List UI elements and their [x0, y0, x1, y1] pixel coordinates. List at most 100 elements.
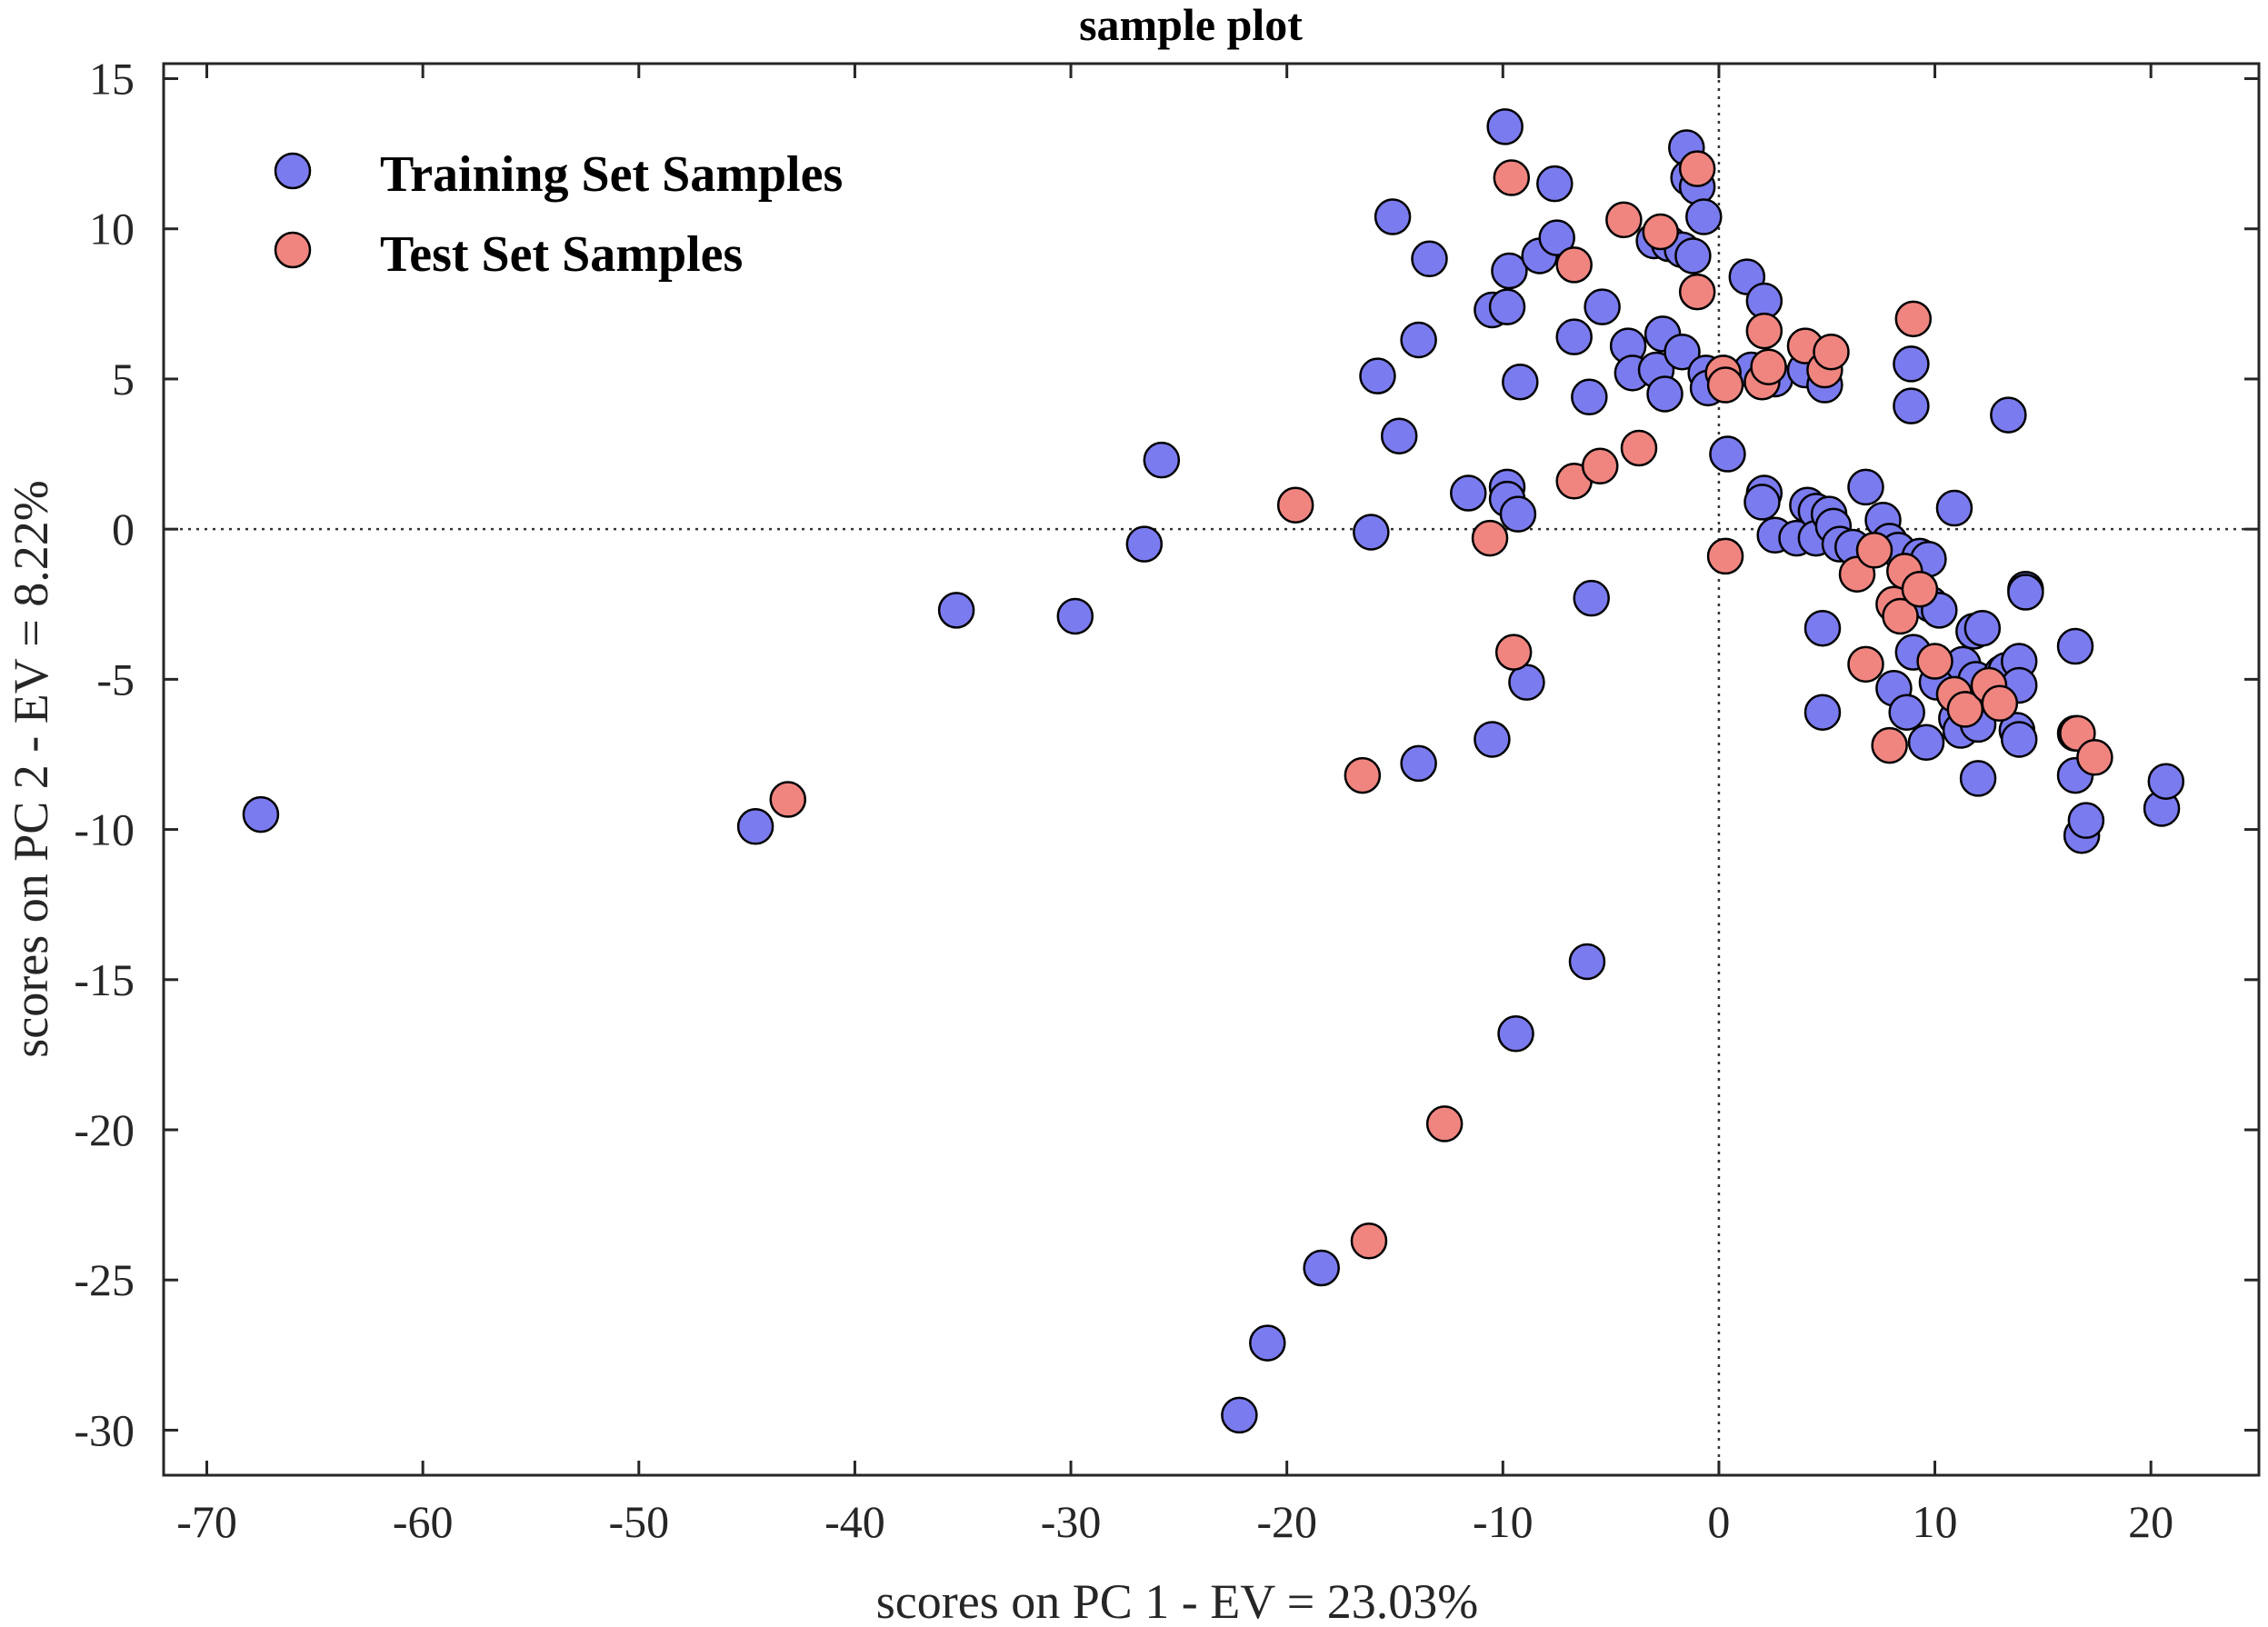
- test-sample-point: [1882, 597, 1919, 635]
- y-tick-label: 15: [89, 54, 135, 105]
- y-tick-label: 0: [112, 504, 135, 554]
- training-sample-point: [1888, 694, 1925, 731]
- test-sample-point: [1855, 532, 1893, 569]
- test-sample-point: [1894, 300, 1933, 338]
- x-tick-label: -60: [393, 1496, 454, 1547]
- test-sample-point: [1605, 201, 1643, 239]
- test-sample-point: [1871, 726, 1908, 764]
- training-sample-point: [1411, 240, 1448, 278]
- chart-title: sample plot: [1079, 0, 1303, 50]
- training-sample-point: [1685, 198, 1723, 235]
- training-sample-point: [1990, 396, 2027, 434]
- training-sample-point: [1555, 318, 1593, 355]
- training-sample-point: [2007, 574, 2044, 611]
- training-sample-point: [1125, 525, 1164, 563]
- y-tick-label: -30: [74, 1404, 135, 1455]
- training-sample-point: [1571, 378, 1608, 416]
- training-sample-point: [1497, 1015, 1534, 1053]
- training-sample-point: [1359, 357, 1396, 394]
- training-sample-point: [1249, 1324, 1286, 1362]
- y-tick-label: -20: [74, 1104, 135, 1155]
- test-sample-point: [1581, 447, 1619, 485]
- training-sample-point: [242, 795, 280, 833]
- x-axis-label: scores on PC 1 - EV = 23.03%: [876, 1574, 1478, 1627]
- training-sample-point: [1536, 165, 1574, 203]
- training-sample-point: [1803, 694, 1842, 731]
- training-sample-point: [1221, 1396, 1258, 1434]
- y-tick-label: 10: [89, 204, 135, 255]
- training-sample-point: [1353, 514, 1390, 551]
- test-sample-point: [1706, 537, 1744, 575]
- test-sample-point: [1813, 333, 1850, 371]
- x-axis-ticks: -70 -60 -50 -40 -30 -20 -10 0 10 20: [176, 64, 2173, 1547]
- x-tick-label: -70: [176, 1496, 237, 1547]
- test-sample-point: [1750, 348, 1787, 385]
- y-tick-label: -5: [96, 654, 135, 704]
- test-sample-point: [1745, 312, 1783, 350]
- training-sample-point: [2056, 627, 2094, 665]
- test-sample-point: [2076, 739, 2113, 776]
- training-sample-point: [1646, 375, 1684, 413]
- x-tick-label: 20: [2128, 1496, 2173, 1547]
- test-sample-point: [1555, 246, 1593, 284]
- training-sample-point: [1893, 387, 1930, 424]
- training-sample-point: [1538, 219, 1575, 256]
- x-tick-label: 0: [1707, 1496, 1730, 1547]
- training-sample-point: [1907, 724, 1945, 762]
- test-sample-point: [1847, 645, 1884, 684]
- test-sample-point: [1276, 486, 1314, 524]
- training-sample-point: [1803, 609, 1842, 647]
- training-sample-point: [1963, 609, 2002, 647]
- legend: Training Set Samples Test Set Samples: [274, 146, 843, 283]
- y-tick-label: -25: [74, 1254, 135, 1305]
- test-sample-point: [1916, 643, 1953, 680]
- test-sample-point: [1706, 366, 1744, 404]
- test-sample-point: [1350, 1223, 1388, 1260]
- test-sample-point: [1344, 756, 1382, 794]
- training-sample-point: [2067, 802, 2105, 839]
- x-tick-label: -20: [1256, 1496, 1317, 1547]
- training-sample-point: [1400, 744, 1437, 783]
- data-points: [242, 108, 2185, 1434]
- test-sample-point: [1678, 273, 1716, 311]
- test-sample-point: [1620, 429, 1658, 467]
- test-sample-point: [1425, 1105, 1464, 1143]
- training-sample-point: [1568, 943, 1606, 981]
- legend-marker-training: [274, 152, 312, 190]
- training-sample-point: [1847, 468, 1884, 506]
- training-sample-point: [1674, 237, 1712, 274]
- training-sample-point: [2147, 763, 2185, 800]
- test-sample-point: [1471, 519, 1509, 557]
- training-sample-point: [736, 808, 774, 845]
- training-sample-point: [1488, 288, 1526, 325]
- legend-marker-test: [274, 231, 312, 269]
- legend-label-training: Training Set Samples: [380, 146, 843, 203]
- x-tick-label: -30: [1041, 1496, 1102, 1547]
- x-tick-label: 10: [1913, 1496, 1958, 1547]
- training-sample-point: [1499, 495, 1537, 533]
- training-sample-point: [1303, 1249, 1340, 1287]
- training-sample-point: [1502, 364, 1539, 401]
- test-sample-point: [1901, 570, 1939, 608]
- training-sample-point: [1959, 760, 1997, 797]
- training-sample-point: [1935, 489, 1973, 527]
- training-sample-point: [1893, 345, 1930, 383]
- training-sample-point: [1450, 474, 1487, 512]
- test-sample-point: [1493, 159, 1531, 196]
- training-sample-point: [1491, 252, 1528, 290]
- training-sample-point: [1709, 435, 1746, 473]
- y-axis-ticks: 15 10 5 0 -5 -10 -15 -20 -25 -30: [74, 54, 2259, 1455]
- training-sample-point: [937, 592, 975, 629]
- training-sample-point: [1664, 333, 1701, 371]
- training-sample-point: [1400, 321, 1437, 359]
- y-tick-label: -15: [74, 954, 135, 1005]
- legend-label-test: Test Set Samples: [380, 226, 743, 283]
- training-sample-point: [1486, 108, 1524, 145]
- training-sample-point: [1143, 441, 1181, 479]
- test-sample-point: [769, 781, 806, 818]
- training-sample-point: [2000, 721, 2038, 758]
- test-sample-point: [1494, 634, 1533, 671]
- test-sample-point: [1642, 213, 1680, 251]
- x-tick-label: -50: [608, 1496, 669, 1547]
